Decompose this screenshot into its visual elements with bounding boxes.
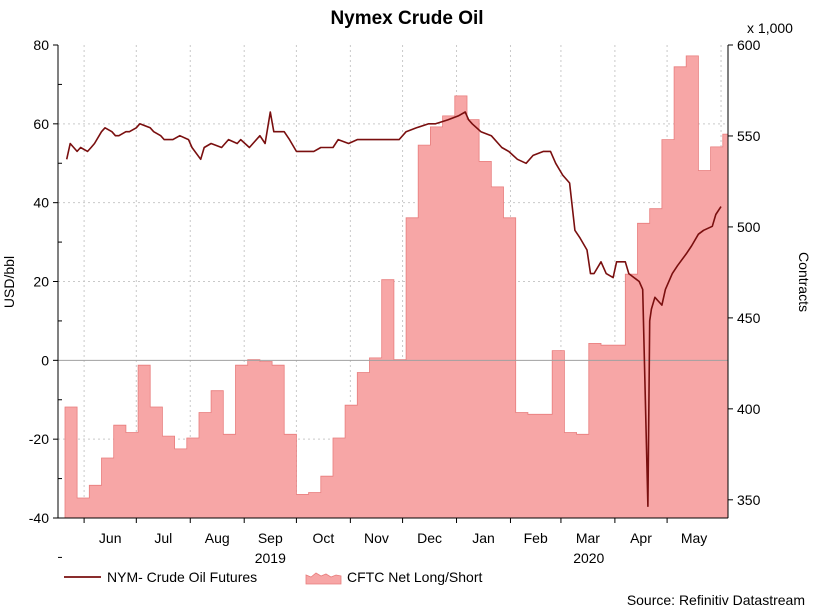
- chart-title: Nymex Crude Oil: [330, 8, 483, 29]
- x-tick-label-10: Apr: [630, 530, 652, 546]
- right-axis-label: Contracts: [796, 252, 812, 312]
- left-tick-label-3: 20: [33, 274, 49, 290]
- x-tick-label-6: Dec: [417, 530, 442, 546]
- right-tick-label-5: 350: [737, 492, 761, 508]
- x-tick-label-7: Jan: [472, 530, 495, 546]
- x-tick-label-3: Sep: [258, 530, 283, 546]
- right-tick-label-2: 500: [737, 219, 761, 235]
- x-year-label-0: 2019: [255, 550, 286, 566]
- left-tick-label-5: -20: [29, 431, 49, 447]
- x-tick-label-9: Mar: [576, 530, 600, 546]
- left-axis-label: USD/bbl: [1, 256, 17, 308]
- left-tick-label-0: 80: [33, 37, 49, 53]
- x-tick-label-11: May: [681, 530, 707, 546]
- right-tick-label-3: 450: [737, 310, 761, 326]
- cftc-area-series: [64, 55, 729, 519]
- legend-line-label: NYM- Crude Oil Futures: [107, 569, 257, 585]
- plot-area: [57, 45, 729, 519]
- x-axis-ticks: Jun Jul Aug Sep Oct Nov Dec Jan Feb Mar Apr May 2019…: [83, 518, 707, 566]
- left-axis-ticks: 80 60 40 20 0 -20 -40: [29, 37, 62, 558]
- legend-area-swatch: [305, 572, 342, 585]
- x-year-label-1: 2020: [573, 550, 604, 566]
- x-tick-label-0: Jun: [99, 530, 122, 546]
- right-axis-ticks: 600 550 500 450 400 350: [728, 37, 761, 508]
- x-tick-label-8: Feb: [524, 530, 548, 546]
- cftc-area: [64, 55, 729, 519]
- right-tick-label-1: 550: [737, 128, 761, 144]
- left-tick-label-1: 60: [33, 116, 49, 132]
- right-tick-label-0: 600: [737, 37, 761, 53]
- crude-line-series: [65, 111, 722, 508]
- right-tick-label-4: 400: [737, 401, 761, 417]
- legend: NYM- Crude Oil Futures CFTC Net Long/Sho…: [64, 569, 482, 585]
- legend-area-label: CFTC Net Long/Short: [347, 569, 482, 585]
- source-note: Source: Refinitiv Datastream: [627, 592, 805, 608]
- left-tick-label-4: 0: [41, 352, 49, 368]
- x-tick-label-2: Aug: [205, 530, 230, 546]
- right-axis-unit-note: x 1,000: [747, 20, 793, 36]
- x-tick-label-4: Oct: [312, 530, 334, 546]
- crude-price-line: [65, 111, 722, 508]
- x-tick-label-1: Jul: [154, 530, 172, 546]
- left-tick-label-6: -40: [29, 510, 49, 526]
- x-tick-label-5: Nov: [364, 530, 389, 546]
- left-tick-label-2: 40: [33, 195, 49, 211]
